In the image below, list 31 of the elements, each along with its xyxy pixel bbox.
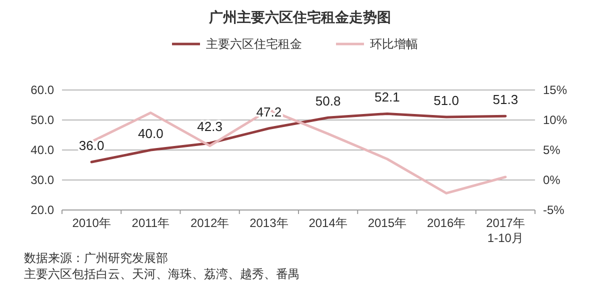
y-tick-label: 60.0 <box>30 83 54 97</box>
x-tick-label: 2016年 <box>426 216 466 230</box>
text: 主要六区包括白云、天河、海珠、荔湾、越秀、番禺 <box>24 267 300 281</box>
data-label: 47.2 <box>256 104 282 120</box>
y-tick-label: 30.0 <box>30 173 54 187</box>
y2-tick-label: 5% <box>543 143 561 157</box>
data-label: 50.8 <box>315 94 341 109</box>
data-label: 51.0 <box>434 93 459 108</box>
y2-tick-label: -5% <box>543 203 565 217</box>
data-label: 40.0 <box>138 126 164 141</box>
x-tick-label: 2011年 <box>132 216 170 230</box>
x-tick-label: 2010年 <box>72 216 111 230</box>
y2-tick-label: 0% <box>543 173 561 187</box>
y-tick-label: 20.0 <box>30 203 54 217</box>
y2-tick-label: 10% <box>543 113 568 127</box>
legend-label: 主要六区住宅租金 <box>206 37 302 51</box>
x-tick-label: 2015年 <box>368 216 407 230</box>
y-tick-label: 50.0 <box>30 113 54 127</box>
chart-title: 广州主要六区住宅租金走势图 <box>208 9 391 25</box>
y-tick-label: 40.0 <box>30 143 54 157</box>
x-tick-label: 2012年 <box>190 216 230 230</box>
y2-tick-label: 15% <box>543 83 568 97</box>
legend-label: 环比增幅 <box>370 37 418 51</box>
x-tick-label: 2014年 <box>308 216 348 230</box>
data-label: 36.0 <box>78 138 104 153</box>
data-label: 42.3 <box>197 119 222 134</box>
data-label: 52.1 <box>374 90 400 105</box>
x-tick-label: 2013年 <box>250 216 288 230</box>
x-tick-label: 2017年 1-10月 <box>486 216 525 245</box>
data-label: 51.3 <box>492 92 518 108</box>
source-note: 数据来源：广州研究发展部 <box>24 251 168 265</box>
